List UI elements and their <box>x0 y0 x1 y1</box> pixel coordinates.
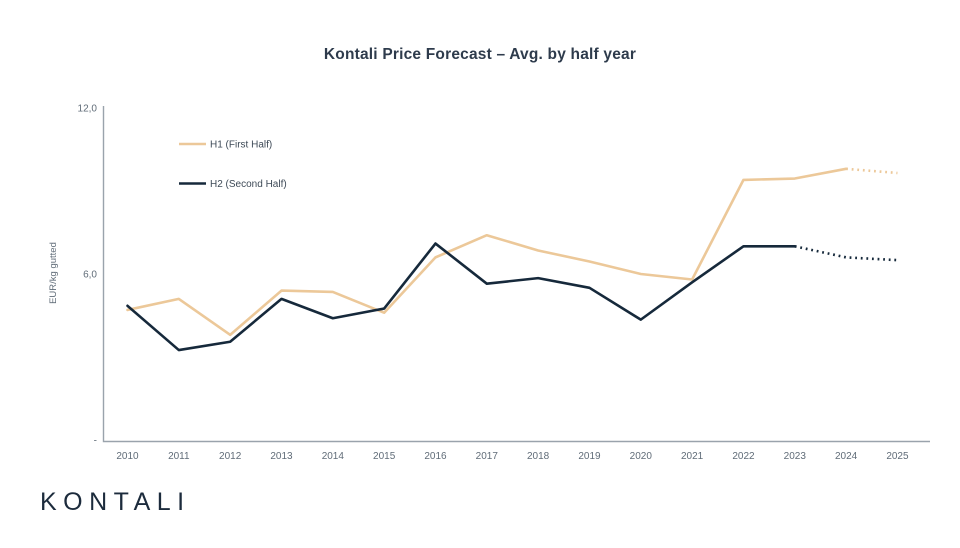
series-line-solid-h2 <box>126 242 797 352</box>
x-tick-2013: 2013 <box>270 451 293 462</box>
x-tick-2012: 2012 <box>219 451 242 462</box>
y-tick-label: - <box>94 436 97 447</box>
x-tick-labels: 2010 2011 2012 2013 2014 2015 2016 2017 2018 2019… <box>116 451 909 462</box>
x-tick-2020: 2020 <box>630 451 653 462</box>
x-tick-2019: 2019 <box>578 451 601 462</box>
x-tick-2023: 2023 <box>784 451 807 462</box>
x-tick-2014: 2014 <box>322 451 345 462</box>
y-tick-label: 12,0 <box>78 103 98 114</box>
y-tick-labels: 12,0 6,0 - <box>78 103 98 446</box>
x-tick-2021: 2021 <box>681 451 704 462</box>
series-line-solid-h1 <box>126 167 848 337</box>
price-forecast-line-chart: EUR/kg gutted 12,06,0- 2010 2011 2012 2013 2… <box>48 103 930 462</box>
series-line-forecast-h1 <box>846 167 898 175</box>
legend-label-h2: H2 (Second Half) <box>210 179 287 190</box>
axes <box>102 105 930 443</box>
series-line-forecast-h2 <box>794 245 898 262</box>
x-tick-2016: 2016 <box>424 451 447 462</box>
chart-title: Kontali Price Forecast – Avg. by half ye… <box>323 46 637 63</box>
y-axis-title: EUR/kg gutted <box>48 242 59 304</box>
x-tick-2024: 2024 <box>835 451 858 462</box>
axis-line <box>102 105 930 443</box>
x-tick-2010: 2010 <box>116 451 139 462</box>
legend: H1 (First Half) H2 (Second Half) <box>179 140 287 190</box>
x-tick-2015: 2015 <box>373 451 396 462</box>
x-tick-2018: 2018 <box>527 451 550 462</box>
x-tick-2025: 2025 <box>886 451 909 462</box>
x-tick-2017: 2017 <box>476 451 499 462</box>
legend-label-h1: H1 (First Half) <box>210 140 272 151</box>
y-tick-label: 6,0 <box>83 269 97 280</box>
kontali-logo: KONTALI <box>40 488 191 516</box>
x-tick-2022: 2022 <box>732 451 755 462</box>
x-tick-2011: 2011 <box>168 451 190 462</box>
series-lines <box>126 167 898 352</box>
